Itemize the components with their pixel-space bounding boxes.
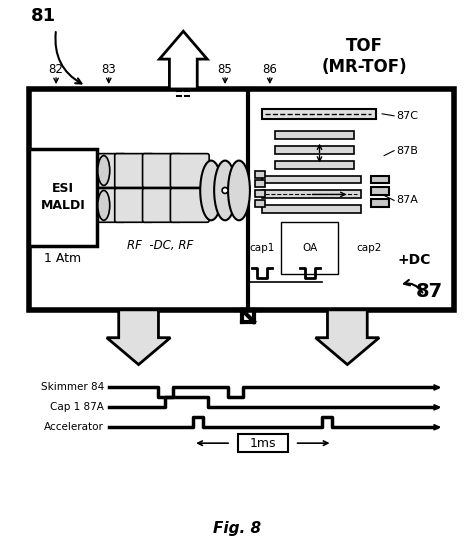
FancyBboxPatch shape <box>115 153 154 187</box>
Bar <box>255 181 265 187</box>
Text: ESI
MALDI: ESI MALDI <box>41 182 85 212</box>
Text: 86: 86 <box>263 62 277 76</box>
FancyBboxPatch shape <box>115 188 154 222</box>
Bar <box>29 89 454 310</box>
Bar <box>275 131 354 138</box>
Ellipse shape <box>214 161 236 220</box>
Polygon shape <box>107 310 170 365</box>
Bar <box>262 176 361 183</box>
FancyBboxPatch shape <box>170 153 209 187</box>
Polygon shape <box>316 310 379 365</box>
Ellipse shape <box>98 156 110 186</box>
Text: cap2: cap2 <box>356 243 382 253</box>
Ellipse shape <box>200 161 222 220</box>
Text: TOF
(MR-TOF): TOF (MR-TOF) <box>321 37 407 76</box>
Text: cap1: cap1 <box>249 243 274 253</box>
Bar <box>255 171 265 177</box>
Bar <box>255 191 265 197</box>
FancyBboxPatch shape <box>143 188 182 222</box>
Polygon shape <box>159 31 207 89</box>
Bar <box>371 200 389 207</box>
Text: Fig. 8: Fig. 8 <box>213 521 261 536</box>
Bar <box>29 148 97 246</box>
Bar <box>262 191 361 198</box>
Text: 1 Atm: 1 Atm <box>45 252 82 265</box>
Bar <box>275 146 354 153</box>
Text: Cap 1 87A: Cap 1 87A <box>50 403 104 413</box>
Ellipse shape <box>228 161 250 220</box>
Text: Skimmer 84: Skimmer 84 <box>41 383 104 393</box>
Text: +DC: +DC <box>397 253 431 267</box>
FancyBboxPatch shape <box>143 153 182 187</box>
Text: 87A: 87A <box>396 195 418 205</box>
Bar <box>238 434 288 452</box>
Text: 1ms: 1ms <box>250 436 276 450</box>
Text: 82: 82 <box>49 62 64 76</box>
FancyBboxPatch shape <box>87 153 126 187</box>
Circle shape <box>222 187 228 193</box>
Bar <box>275 161 354 168</box>
Ellipse shape <box>98 191 110 220</box>
Bar <box>371 187 389 195</box>
Bar <box>255 200 265 207</box>
Text: 87: 87 <box>415 282 442 301</box>
Text: 84: 84 <box>176 62 191 76</box>
FancyBboxPatch shape <box>87 188 126 222</box>
Text: Accelerator: Accelerator <box>44 422 104 432</box>
Text: 81: 81 <box>31 7 56 25</box>
Text: 87B: 87B <box>396 146 418 156</box>
Text: 87C: 87C <box>396 111 418 121</box>
Bar <box>262 205 361 214</box>
FancyBboxPatch shape <box>170 188 209 222</box>
Bar <box>262 109 376 119</box>
Bar <box>371 176 389 183</box>
Text: OA: OA <box>302 243 317 253</box>
Text: 85: 85 <box>218 62 232 76</box>
Text: 83: 83 <box>101 62 116 76</box>
Text: RF  -DC, RF: RF -DC, RF <box>128 239 193 252</box>
